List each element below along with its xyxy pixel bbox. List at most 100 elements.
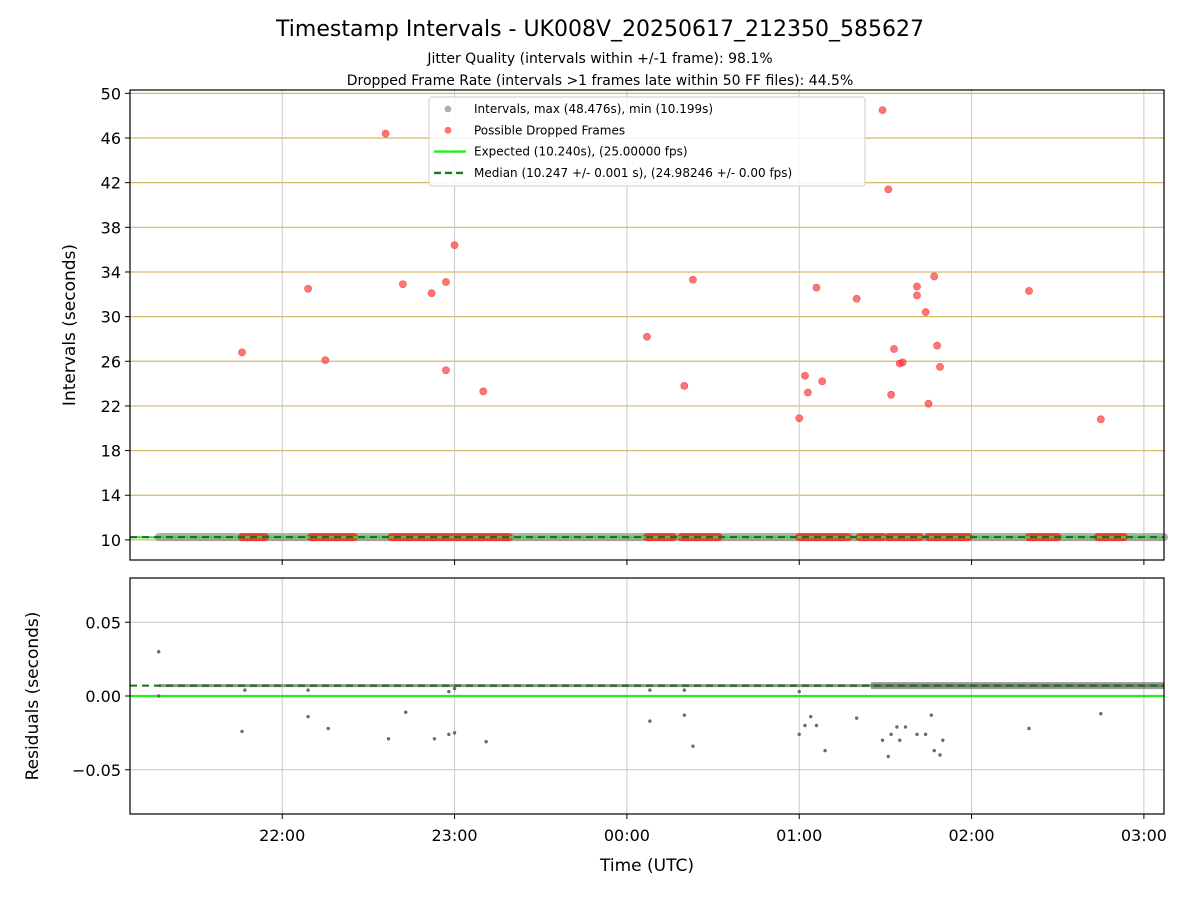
residuals-y-tick-label: 0.05 bbox=[85, 613, 121, 632]
residual-point bbox=[923, 732, 928, 737]
x-tick-label: 03:00 bbox=[1121, 826, 1167, 845]
residual-point bbox=[814, 723, 819, 728]
legend-label: Median (10.247 +/- 0.001 s), (24.98246 +… bbox=[474, 166, 792, 180]
residuals-plot: 0.05 0.00 −0.05 22:00 23:00 00:00 01:00 02:00 03… bbox=[23, 577, 1167, 876]
residual-point bbox=[823, 748, 827, 753]
residual-point bbox=[306, 688, 310, 692]
dropped-frame-point bbox=[795, 414, 804, 423]
dropped-frame-point bbox=[924, 399, 933, 408]
intervals-y-tick-label: 14 bbox=[101, 486, 121, 505]
residuals-marks bbox=[130, 650, 1164, 759]
x-tick-label: 01:00 bbox=[776, 826, 822, 845]
dropped-frame-point bbox=[689, 275, 697, 284]
residual-point bbox=[326, 726, 330, 731]
residual-point bbox=[452, 686, 457, 691]
residual-point bbox=[404, 710, 408, 714]
residual-point bbox=[932, 748, 936, 753]
residual-point bbox=[889, 732, 893, 737]
intervals-y-tick-label: 26 bbox=[101, 352, 121, 371]
legend-label: Possible Dropped Frames bbox=[474, 123, 625, 137]
dropped-frame-point bbox=[680, 381, 689, 390]
x-tick-label: 22:00 bbox=[259, 826, 305, 845]
legend-label: Intervals, max (48.476s), min (10.199s) bbox=[474, 102, 713, 116]
chart-subtitle-jitter: Jitter Quality (intervals within +/-1 fr… bbox=[426, 51, 772, 67]
residual-point bbox=[691, 744, 695, 748]
residual-point bbox=[898, 738, 902, 742]
x-tick-label: 02:00 bbox=[949, 826, 995, 845]
dropped-frame-point bbox=[479, 387, 488, 396]
residual-point bbox=[929, 713, 934, 717]
dropped-frame-point bbox=[321, 356, 330, 365]
dropped-frame-point bbox=[818, 377, 827, 386]
dropped-frame-point bbox=[913, 282, 921, 291]
dropped-frame-point bbox=[878, 106, 887, 114]
dropped-frame-point bbox=[803, 388, 812, 397]
dropped-frame-point bbox=[1096, 415, 1105, 424]
residual-point bbox=[447, 732, 451, 737]
residual-point bbox=[306, 714, 310, 719]
residual-point bbox=[880, 738, 885, 742]
dropped-frame-point bbox=[913, 291, 921, 300]
intervals-y-tick-label: 22 bbox=[101, 397, 121, 416]
intervals-y-tick-label: 30 bbox=[101, 308, 121, 327]
residual-point bbox=[1027, 726, 1031, 731]
dropped-frame-point bbox=[921, 308, 930, 317]
dropped-frame-point bbox=[450, 241, 459, 250]
x-tick-label: 00:00 bbox=[604, 826, 650, 845]
residual-point bbox=[648, 688, 652, 692]
x-axis-label: Time (UTC) bbox=[599, 856, 694, 876]
dropped-frame-point bbox=[1025, 287, 1033, 295]
x-tick-label: 23:00 bbox=[432, 826, 478, 845]
residual-point bbox=[915, 732, 919, 737]
dropped-frame-point bbox=[812, 283, 821, 292]
dropped-frame-point bbox=[884, 185, 893, 194]
residual-point bbox=[682, 713, 687, 717]
residual-point bbox=[797, 689, 801, 694]
residual-point bbox=[682, 688, 687, 692]
residual-point bbox=[157, 694, 161, 698]
intervals-axes: 10 14 18 22 26 30 34 38 42 46 50 bbox=[101, 84, 1145, 565]
residual-point bbox=[386, 737, 391, 741]
residual-point bbox=[243, 688, 247, 692]
chart-subtitle-dropped: Dropped Frame Rate (intervals >1 frames … bbox=[347, 73, 854, 89]
legend-marker bbox=[444, 126, 452, 134]
residual-point bbox=[452, 731, 457, 735]
residual-point bbox=[157, 650, 161, 654]
residual-point bbox=[1099, 712, 1103, 716]
dropped-frame-point bbox=[936, 362, 944, 371]
residual-point bbox=[895, 725, 899, 729]
dropped-frame-point bbox=[238, 348, 246, 357]
dropped-frame-point bbox=[442, 366, 450, 375]
residual-point bbox=[854, 716, 859, 720]
intervals-y-tick-label: 50 bbox=[101, 84, 121, 103]
residual-point bbox=[903, 725, 908, 729]
intervals-plot: 10 14 18 22 26 30 34 38 42 46 50 Intervals (second… bbox=[60, 84, 1168, 565]
dropped-frame-point bbox=[442, 278, 450, 286]
residual-point bbox=[432, 737, 437, 741]
dropped-frame-point bbox=[643, 332, 651, 341]
intervals-y-tick-label: 38 bbox=[101, 218, 121, 237]
legend-box bbox=[428, 96, 866, 187]
intervals-marks bbox=[130, 106, 1168, 542]
dropped-frame-point bbox=[398, 280, 407, 289]
intervals-y-tick-label: 10 bbox=[101, 531, 121, 550]
residuals-y-tick-label: 0.00 bbox=[85, 687, 121, 706]
dropped-frame-point bbox=[890, 345, 898, 353]
residual-point bbox=[240, 729, 244, 734]
dropped-frame-point bbox=[930, 272, 939, 281]
dropped-frame-point bbox=[427, 289, 436, 298]
dropped-frame-point bbox=[898, 358, 907, 367]
intervals-y-tick-label: 18 bbox=[101, 442, 121, 461]
residuals-axes: 0.05 0.00 −0.05 22:00 23:00 00:00 01:00 02:00 03… bbox=[72, 613, 1167, 845]
dropped-frame-point bbox=[801, 371, 809, 380]
residual-point bbox=[797, 732, 801, 737]
chart-title: Timestamp Intervals - UK008V_20250617_21… bbox=[275, 17, 924, 42]
intervals-y-tick-label: 42 bbox=[101, 174, 121, 193]
residual-point bbox=[938, 753, 942, 757]
residual-point bbox=[803, 723, 807, 728]
residual-point bbox=[447, 689, 451, 694]
intervals-axes-frame bbox=[129, 89, 1165, 561]
intervals-y-tick-label: 46 bbox=[101, 129, 121, 148]
residual-point bbox=[484, 740, 488, 744]
